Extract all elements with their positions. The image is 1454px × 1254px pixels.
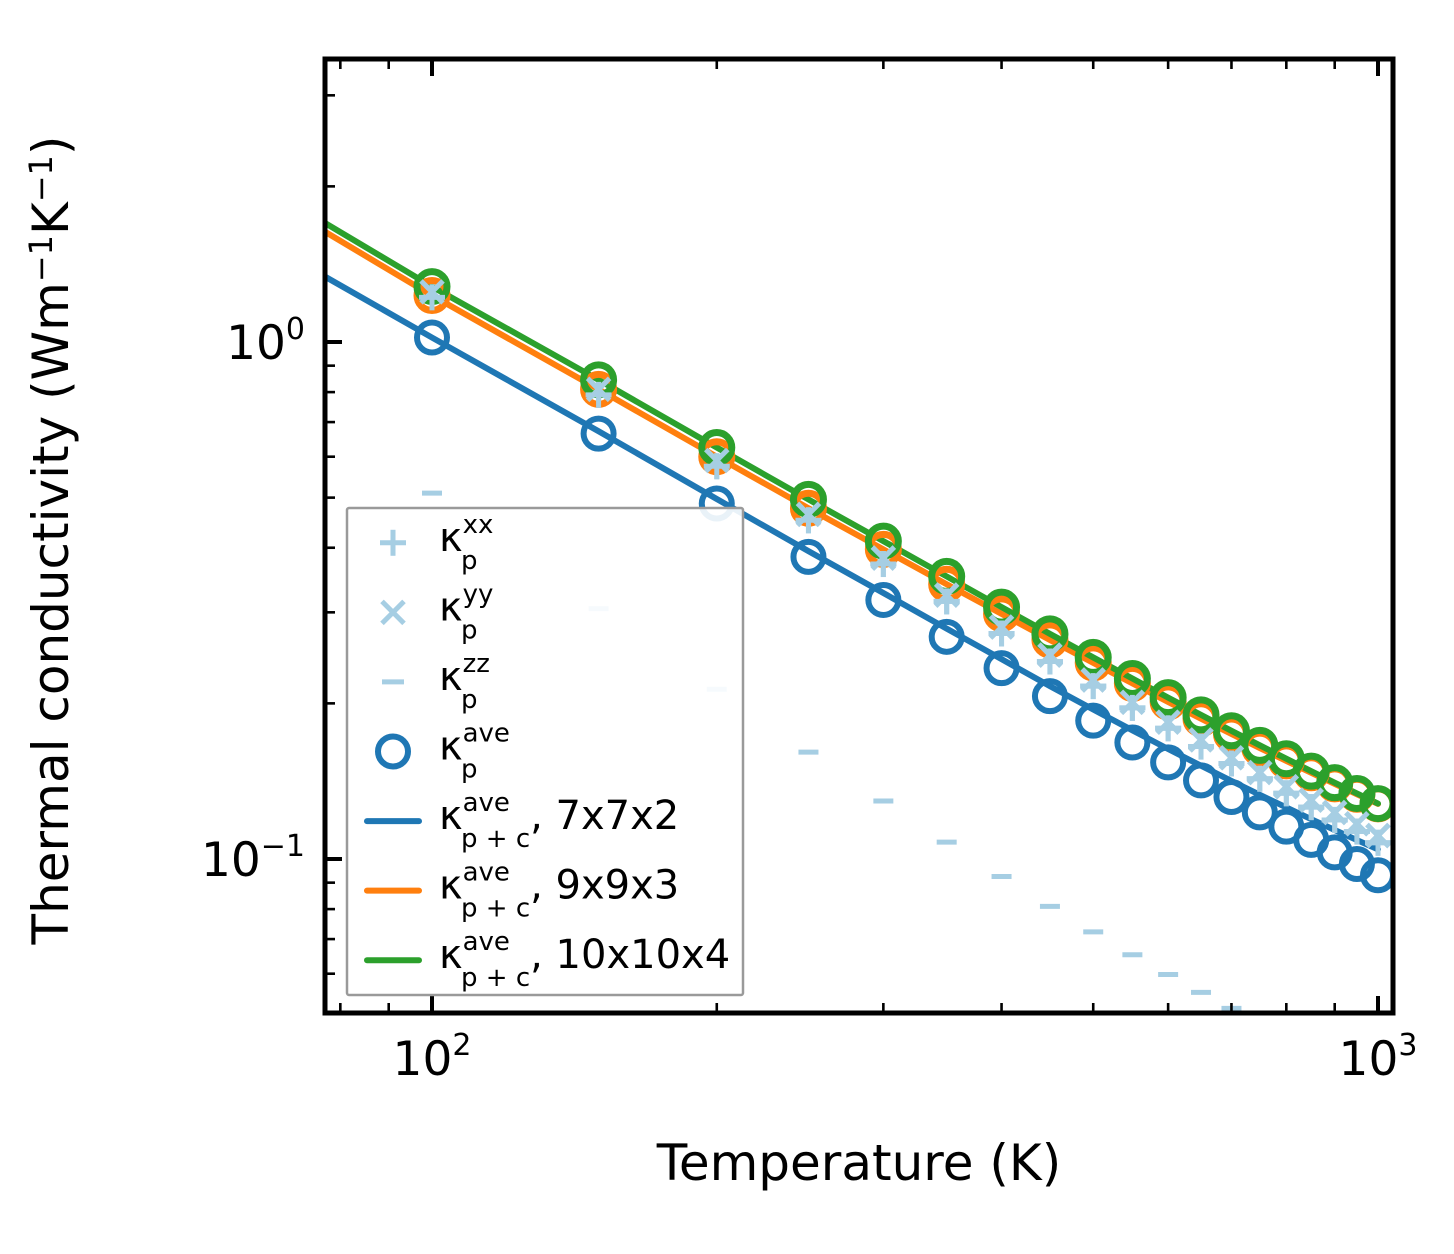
- y-tick-label-0: 100: [226, 312, 305, 371]
- tick-labels-layer: 102 103 100 10−1: [201, 312, 1418, 1087]
- y-axis-label-mid: K: [22, 201, 80, 235]
- legend-label-6: κave p + c, 10x10x4: [439, 927, 730, 993]
- ring-markers-9x9x3: [413, 277, 1393, 823]
- overlay-tuft-markers: [419, 279, 1391, 856]
- y-axis-label: Thermal conductivity (Wm−1K−1): [22, 136, 80, 946]
- marker-series-kappa-p-ave: [414, 319, 1393, 894]
- x-axis-label-text: Temperature (K): [656, 1134, 1061, 1192]
- legend-box: [345, 506, 745, 997]
- legend-label-0: κxx p: [439, 510, 493, 576]
- legend-entry-0[interactable]: κxx p: [380, 510, 493, 576]
- legend-label-5: κave p + c, 9x9x3: [439, 858, 679, 924]
- ring-markers-10x10x4: [413, 268, 1393, 823]
- legend-entry-2[interactable]: κzz p: [382, 649, 490, 715]
- legend-label-4: κave p + c, 7x7x2: [439, 788, 679, 854]
- marker-series-kappa-p-zz: [422, 490, 1242, 1011]
- x-tick-label-1: 103: [1339, 1028, 1418, 1087]
- svg-text:Thermal conductivity (Wm−1K−1): Thermal conductivity (Wm−1K−1): [22, 136, 80, 946]
- ticks-layer: [325, 59, 1380, 1013]
- axes-frame: [322, 56, 1396, 1016]
- y-tick-label-1: 10−1: [201, 829, 305, 888]
- y-axis-label-prefix: Thermal conductivity (Wm: [22, 282, 80, 945]
- y-axis-label-suffix: ): [22, 136, 80, 156]
- x-axis-label: Temperature (K): [656, 1134, 1061, 1192]
- data-layer: [325, 219, 1393, 1011]
- legend-entry-6[interactable]: κave p + c, 10x10x4: [364, 927, 730, 993]
- legend-label-1: κyy p: [439, 579, 493, 645]
- legend-entry-3[interactable]: κave p: [375, 719, 510, 785]
- legend-label-2: κzz p: [439, 649, 490, 715]
- legend-entry-1[interactable]: κyy p: [380, 579, 493, 645]
- legend-entry-5[interactable]: κave p + c, 9x9x3: [364, 858, 679, 924]
- x-tick-label-0: 102: [393, 1028, 472, 1087]
- y-axis-label-sup2: −1: [22, 155, 60, 202]
- legend-entry-4[interactable]: κave p + c, 7x7x2: [364, 788, 679, 854]
- y-axis-label-sup1: −1: [22, 235, 60, 282]
- legend-label-3: κave p: [439, 719, 510, 785]
